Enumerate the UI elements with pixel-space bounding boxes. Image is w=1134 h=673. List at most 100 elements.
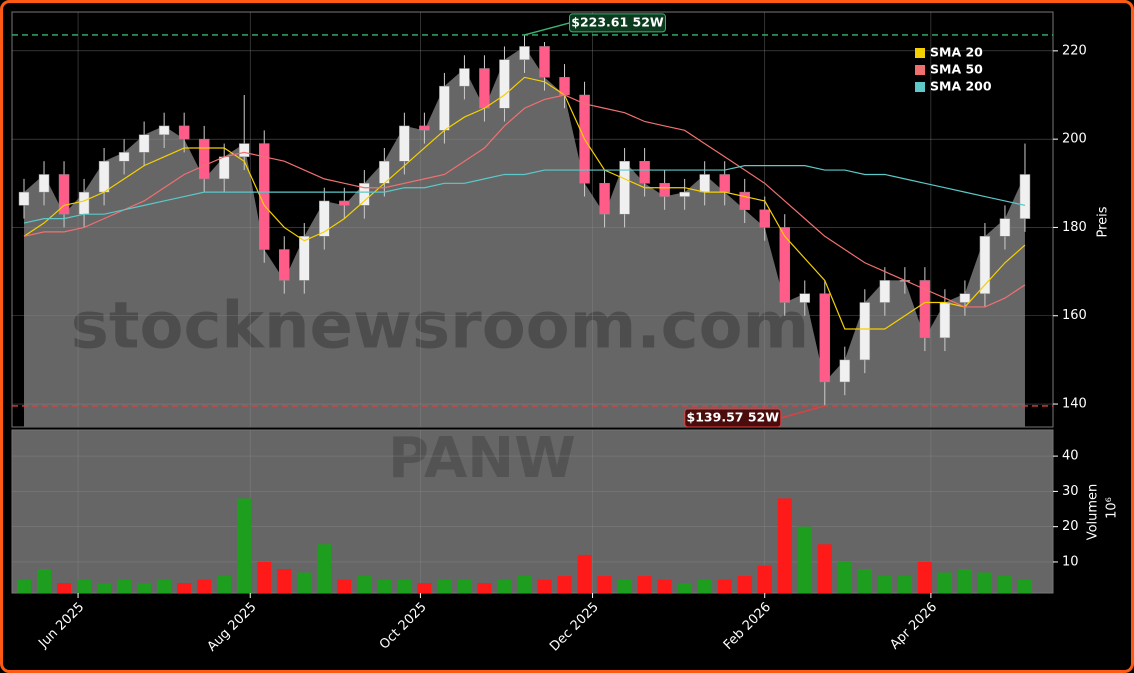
candle-body — [859, 302, 871, 361]
annotation-arrow — [780, 405, 825, 419]
candle-body — [599, 183, 610, 215]
y-tick-label: 30 — [1062, 484, 1079, 499]
volume-bar — [557, 576, 572, 593]
volume-bar — [937, 572, 952, 593]
volume-bar — [997, 576, 1012, 593]
candle-body — [439, 85, 450, 131]
candle-body — [659, 183, 670, 197]
annotation-box — [568, 13, 666, 33]
y-tick-label: 140 — [1062, 397, 1087, 412]
y-tick-label: 200 — [1062, 132, 1087, 147]
candle-body — [319, 200, 330, 237]
volume-bar — [717, 579, 732, 593]
y-tick-label: 10 — [1062, 554, 1079, 569]
volume-bar — [817, 544, 832, 593]
candle-body — [218, 156, 230, 180]
volume-bar — [117, 579, 132, 593]
volume-bar — [297, 572, 312, 593]
candle-body — [499, 59, 510, 109]
candle-body — [78, 191, 90, 215]
volume-bar — [237, 498, 252, 593]
volume-bar — [417, 583, 432, 593]
volume-bar — [597, 576, 612, 593]
sma-line — [23, 76, 1026, 330]
y-tick-label: 40 — [1062, 449, 1079, 464]
legend-label: SMA 20 — [930, 45, 983, 60]
volume-plot — [11, 429, 1054, 594]
candle-body — [839, 359, 851, 383]
candle-body — [939, 302, 951, 339]
y-tick-label: 220 — [1062, 43, 1087, 58]
legend-swatch — [915, 48, 925, 58]
candle-body — [459, 68, 470, 87]
annotation-arrow — [524, 22, 570, 36]
y-axis-scale: 10⁶ — [1105, 497, 1120, 519]
volume-bar — [537, 579, 552, 593]
watermark: stocknewsroom.com — [71, 290, 809, 364]
candle-body — [479, 68, 490, 109]
volume-bar — [177, 583, 192, 593]
legend-label: SMA 200 — [930, 79, 992, 94]
volume-bar — [97, 583, 112, 593]
y-axis-label: Preis — [1096, 206, 1111, 237]
volume-bar — [137, 583, 152, 593]
y-tick-label: 20 — [1062, 519, 1079, 534]
candle-body — [18, 191, 30, 206]
volume-bar — [517, 576, 532, 593]
volume-bar — [917, 561, 932, 593]
candle-body — [799, 293, 811, 303]
candle-body — [999, 218, 1011, 237]
volume-bar — [757, 565, 772, 593]
candle-body — [679, 191, 690, 197]
candle-body — [58, 174, 70, 215]
candle-body — [118, 152, 130, 162]
candle-body — [339, 200, 350, 206]
volume-bar — [157, 579, 172, 593]
y-axis-label: Volumen — [1086, 484, 1101, 541]
volume-bar — [37, 569, 52, 593]
candle-body — [739, 191, 750, 211]
volume-bar — [837, 561, 852, 593]
candle-body — [359, 183, 370, 206]
candle-body — [719, 174, 730, 193]
y-tick-label: 160 — [1062, 308, 1087, 323]
candle-body — [158, 125, 170, 135]
candle-body — [98, 160, 110, 193]
candle-body — [399, 125, 410, 162]
legend-label: SMA 50 — [930, 62, 983, 77]
legend-swatch — [915, 82, 925, 92]
candle-body — [299, 236, 310, 281]
candle-body — [258, 143, 270, 250]
candle-body — [238, 143, 250, 158]
candle-body — [279, 249, 290, 281]
volume-bar — [397, 579, 412, 593]
volume-bar — [377, 579, 392, 593]
volume-bar — [677, 583, 692, 593]
candle-body — [419, 125, 430, 131]
annotation-box — [684, 408, 782, 428]
candle-body — [699, 174, 710, 193]
volume-bar — [497, 579, 512, 593]
volume-bar — [457, 579, 472, 593]
candle-body — [639, 160, 650, 184]
legend-swatch — [915, 65, 925, 75]
volume-bar — [217, 576, 232, 593]
candle-body — [138, 134, 150, 153]
volume-bar — [977, 572, 992, 593]
volume-bar — [737, 576, 752, 593]
volume-bar — [317, 544, 332, 593]
price-area — [24, 46, 1025, 428]
watermark: PANW — [388, 426, 576, 491]
sma-line — [23, 94, 1026, 308]
candle-body — [198, 138, 210, 180]
volume-bar — [77, 579, 92, 593]
annotation-label: $223.61 52W — [571, 14, 664, 29]
annotation-label: $139.57 52W — [687, 409, 780, 424]
volume-bar — [797, 526, 812, 593]
candle-body — [1019, 174, 1031, 219]
candle-body — [959, 293, 971, 303]
volume-bar — [637, 576, 652, 593]
volume-bar — [437, 579, 452, 593]
volume-bar — [957, 569, 972, 593]
